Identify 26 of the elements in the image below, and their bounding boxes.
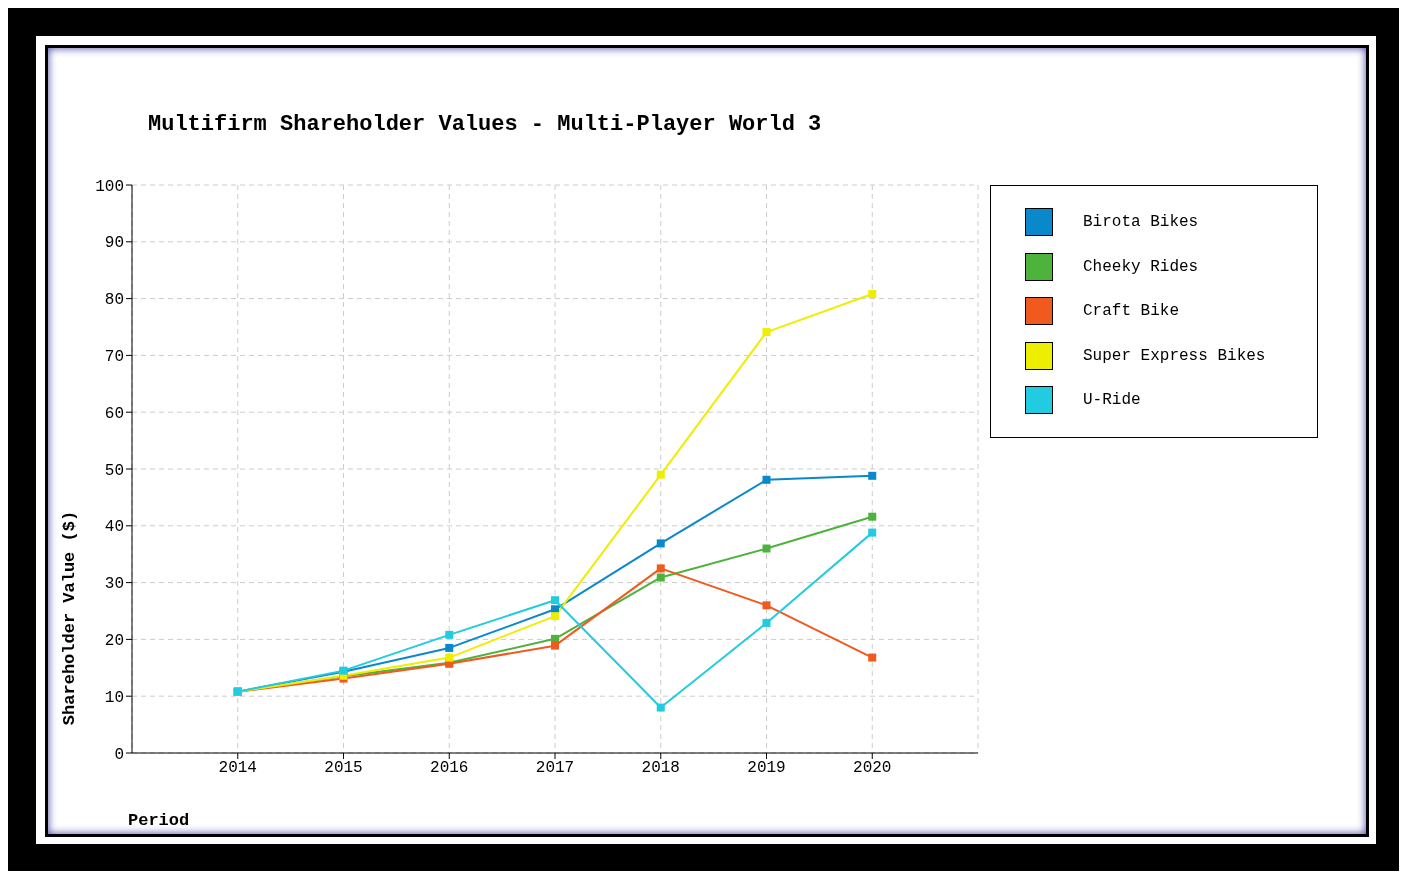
chart-title: Multifirm Shareholder Values - Multi-Player World 3 bbox=[148, 112, 822, 137]
y-tick-label: 60 bbox=[104, 404, 124, 423]
x-tick-label: 2015 bbox=[324, 759, 363, 778]
x-axis-title: Period bbox=[128, 811, 190, 830]
x-tick-label: 2019 bbox=[747, 759, 786, 778]
y-tick-label: 70 bbox=[104, 348, 124, 367]
x-tick-label: 2017 bbox=[535, 759, 575, 778]
legend-label: Cheeky Rides bbox=[1083, 257, 1199, 276]
legend-label: Craft Bike bbox=[1083, 302, 1180, 321]
x-tick-label: 2018 bbox=[641, 759, 680, 778]
y-tick-label: 80 bbox=[104, 291, 124, 310]
y-tick-label: 30 bbox=[104, 575, 124, 594]
x-tick-label: 2016 bbox=[430, 759, 469, 778]
y-axis-title: Shareholder Value ($) bbox=[60, 509, 79, 728]
legend-label: Super Express Bikes bbox=[1083, 346, 1266, 365]
y-tick-label: 20 bbox=[104, 632, 124, 651]
y-tick-label: 40 bbox=[104, 518, 124, 537]
y-tick-label: 50 bbox=[104, 461, 124, 480]
legend-label: U-Ride bbox=[1083, 391, 1141, 410]
y-tick-label: 0 bbox=[114, 745, 124, 764]
y-tick-label: 90 bbox=[104, 234, 124, 253]
y-tick-label: 100 bbox=[95, 177, 124, 196]
x-tick-label: 2020 bbox=[853, 759, 892, 778]
y-tick-label: 10 bbox=[104, 688, 124, 707]
x-tick-label: 2014 bbox=[218, 759, 257, 778]
legend-label: Birota Bikes bbox=[1083, 213, 1199, 232]
